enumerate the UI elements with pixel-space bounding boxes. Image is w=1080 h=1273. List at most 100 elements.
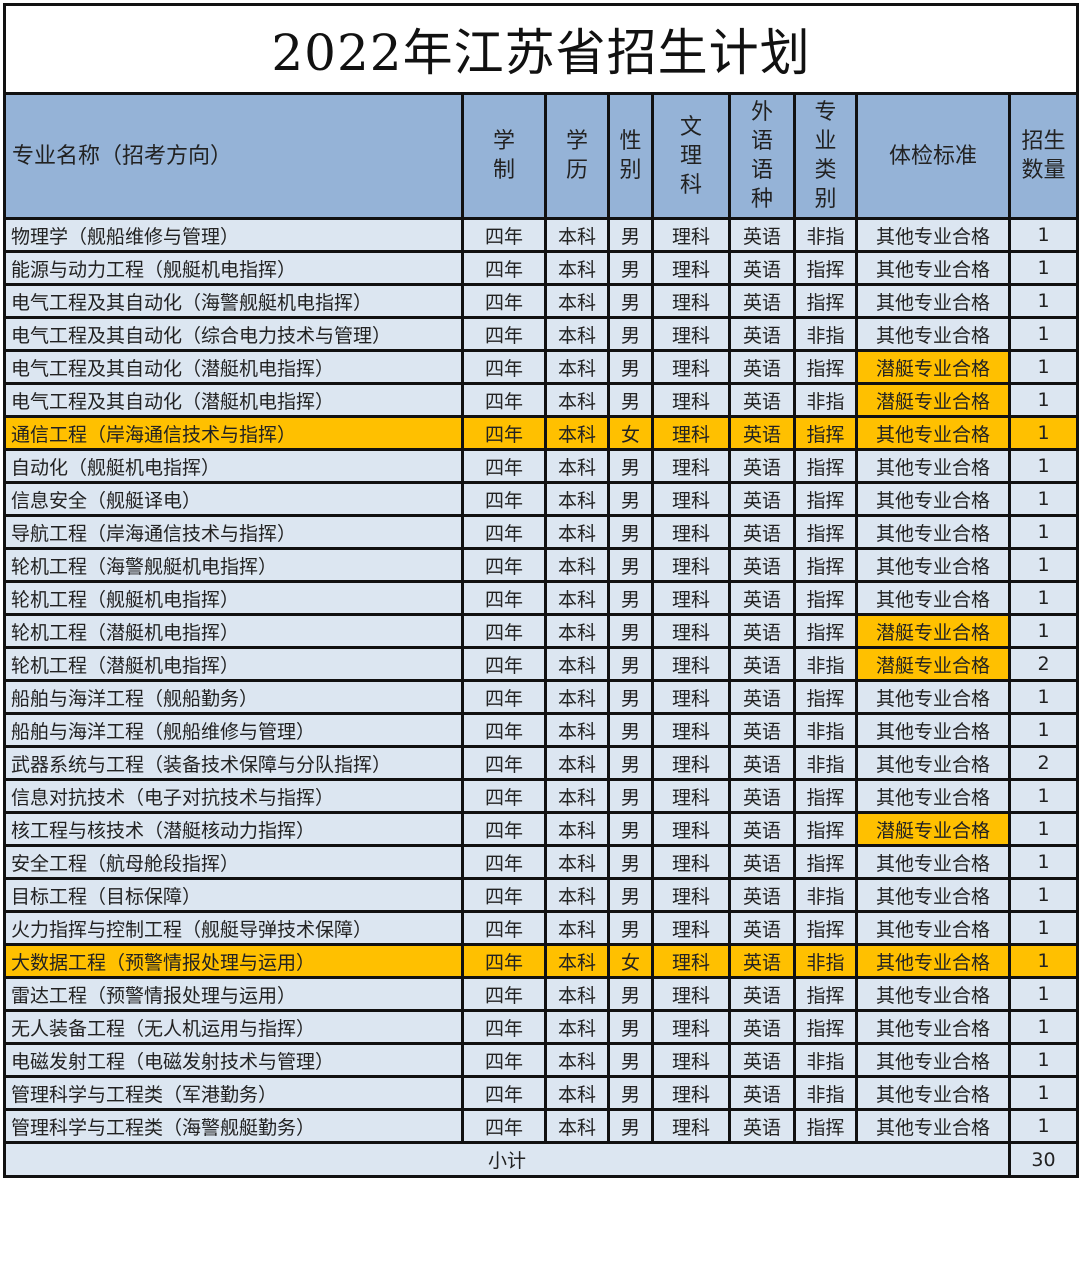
cell-physical-exam: 其他专业合格 (855, 316, 1011, 352)
cell-category: 指挥 (793, 415, 858, 451)
cell-quota: 1 (1008, 448, 1079, 484)
cell-language: 英语 (728, 415, 796, 451)
header-row: 专业名称（招考方向） 学制 学历 性别 文理科 外语语种 专业类别 体检标准 招… (3, 92, 1079, 220)
cell-physical-exam: 其他专业合格 (855, 976, 1011, 1012)
cell-language: 英语 (728, 316, 796, 352)
table-row: 无人装备工程（无人机运用与指挥） 四年 本科男理科 英语 指挥 其他专业合格 1 (3, 1009, 1079, 1045)
table-row: 电气工程及其自动化（综合电力技术与管理） 四年 本科男理科 英语 非指 其他专业合格 1 (3, 316, 1079, 352)
cell-major: 核工程与核技术（潜艇核动力指挥） (3, 811, 464, 847)
cell-arts-science: 理科 (651, 250, 731, 286)
table-row: 安全工程（航母舱段指挥） 四年 本科男理科 英语 指挥 其他专业合格 1 (3, 844, 1079, 880)
table-row: 轮机工程（潜艇机电指挥） 四年 本科男理科 英语 指挥 潜艇专业合格 1 (3, 613, 1079, 649)
cell-language: 英语 (728, 844, 796, 880)
cell-arts-science: 理科 (651, 283, 731, 319)
cell-physical-exam: 其他专业合格 (855, 1108, 1011, 1144)
cell-major: 目标工程（目标保障） (3, 877, 464, 913)
cell-arts-science: 理科 (651, 316, 731, 352)
cell-arts-science: 理科 (651, 1075, 731, 1111)
table-body: 物理学（舰船维修与管理） 四年 本科男理科 英语 非指 其他专业合格 1 能源与动力工程（舰艇… (3, 217, 1079, 1144)
cell-degree: 本科 (544, 349, 610, 385)
cell-degree: 本科 (544, 646, 610, 682)
table-row: 管理科学与工程类（海警舰艇勤务） 四年 本科男理科 英语 指挥 其他专业合格 1 (3, 1108, 1079, 1144)
cell-gender: 男 (607, 910, 654, 946)
cell-duration: 四年 (461, 580, 547, 616)
enrollment-plan-document: 2022年江苏省招生计划 专业名称（招考方向） 学制 学历 性别 文理科 外语语… (3, 3, 1079, 1178)
cell-language: 英语 (728, 778, 796, 814)
header-major: 专业名称（招考方向） (3, 92, 464, 220)
cell-degree: 本科 (544, 679, 610, 715)
cell-degree: 本科 (544, 811, 610, 847)
cell-arts-science: 理科 (651, 547, 731, 583)
cell-gender: 男 (607, 679, 654, 715)
cell-arts-science: 理科 (651, 679, 731, 715)
cell-language: 英语 (728, 514, 796, 550)
cell-duration: 四年 (461, 877, 547, 913)
cell-category: 非指 (793, 646, 858, 682)
cell-gender: 男 (607, 778, 654, 814)
cell-physical-exam: 其他专业合格 (855, 1042, 1011, 1078)
cell-gender: 女 (607, 943, 654, 979)
header-degree: 学历 (544, 92, 610, 220)
cell-major: 信息安全（舰艇译电） (3, 481, 464, 517)
cell-gender: 男 (607, 382, 654, 418)
cell-degree: 本科 (544, 910, 610, 946)
cell-arts-science: 理科 (651, 415, 731, 451)
table-row: 信息安全（舰艇译电） 四年 本科男理科 英语 指挥 其他专业合格 1 (3, 481, 1079, 517)
cell-duration: 四年 (461, 283, 547, 319)
cell-degree: 本科 (544, 1009, 610, 1045)
subtotal-label: 小计 (3, 1141, 1011, 1178)
cell-major: 管理科学与工程类（海警舰艇勤务） (3, 1108, 464, 1144)
cell-gender: 男 (607, 316, 654, 352)
cell-duration: 四年 (461, 1009, 547, 1045)
cell-gender: 男 (607, 283, 654, 319)
table-row: 物理学（舰船维修与管理） 四年 本科男理科 英语 非指 其他专业合格 1 (3, 217, 1079, 253)
cell-arts-science: 理科 (651, 877, 731, 913)
cell-category: 指挥 (793, 976, 858, 1012)
cell-language: 英语 (728, 910, 796, 946)
cell-gender: 男 (607, 646, 654, 682)
cell-gender: 男 (607, 250, 654, 286)
cell-arts-science: 理科 (651, 1009, 731, 1045)
cell-duration: 四年 (461, 349, 547, 385)
cell-gender: 男 (607, 844, 654, 880)
header-category: 专业类别 (793, 92, 858, 220)
cell-quota: 1 (1008, 250, 1079, 286)
table-row: 武器系统与工程（装备技术保障与分队指挥） 四年 本科男理科 英语 非指 其他专业合格 2 (3, 745, 1079, 781)
cell-degree: 本科 (544, 580, 610, 616)
header-arts-science: 文理科 (651, 92, 731, 220)
cell-category: 非指 (793, 745, 858, 781)
cell-gender: 男 (607, 976, 654, 1012)
cell-arts-science: 理科 (651, 382, 731, 418)
header-language: 外语语种 (728, 92, 796, 220)
cell-category: 指挥 (793, 514, 858, 550)
cell-major: 武器系统与工程（装备技术保障与分队指挥） (3, 745, 464, 781)
cell-category: 指挥 (793, 778, 858, 814)
cell-major: 电气工程及其自动化（潜艇机电指挥） (3, 349, 464, 385)
cell-arts-science: 理科 (651, 1108, 731, 1144)
cell-quota: 1 (1008, 679, 1079, 715)
cell-language: 英语 (728, 250, 796, 286)
cell-degree: 本科 (544, 382, 610, 418)
table-row: 管理科学与工程类（军港勤务） 四年 本科男理科 英语 非指 其他专业合格 1 (3, 1075, 1079, 1111)
cell-quota: 1 (1008, 349, 1079, 385)
header-duration: 学制 (461, 92, 547, 220)
cell-degree: 本科 (544, 877, 610, 913)
cell-quota: 1 (1008, 283, 1079, 319)
cell-quota: 2 (1008, 745, 1079, 781)
table-row: 船舶与海洋工程（舰船勤务） 四年 本科男理科 英语 指挥 其他专业合格 1 (3, 679, 1079, 715)
cell-major: 轮机工程（潜艇机电指挥） (3, 646, 464, 682)
cell-arts-science: 理科 (651, 1042, 731, 1078)
cell-arts-science: 理科 (651, 943, 731, 979)
cell-language: 英语 (728, 448, 796, 484)
cell-major: 轮机工程（海警舰艇机电指挥） (3, 547, 464, 583)
cell-duration: 四年 (461, 976, 547, 1012)
cell-physical-exam: 其他专业合格 (855, 712, 1011, 748)
cell-quota: 1 (1008, 712, 1079, 748)
cell-category: 指挥 (793, 811, 858, 847)
table-row: 导航工程（岸海通信技术与指挥） 四年 本科男理科 英语 指挥 其他专业合格 1 (3, 514, 1079, 550)
cell-language: 英语 (728, 1042, 796, 1078)
cell-quota: 1 (1008, 316, 1079, 352)
cell-category: 非指 (793, 712, 858, 748)
cell-duration: 四年 (461, 415, 547, 451)
cell-major: 电磁发射工程（电磁发射技术与管理） (3, 1042, 464, 1078)
